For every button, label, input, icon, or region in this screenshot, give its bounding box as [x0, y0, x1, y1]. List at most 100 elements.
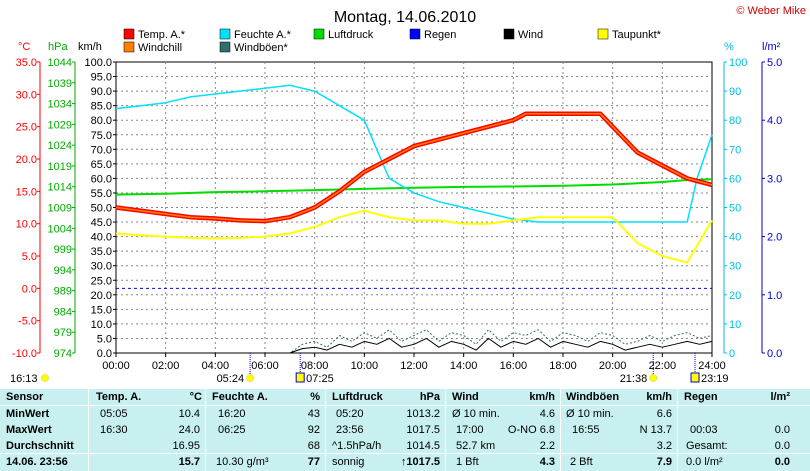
legend-swatch — [123, 28, 135, 40]
sun-time: 05:24 — [217, 373, 245, 385]
table-divider — [0, 405, 810, 406]
min-wind-value: 4.6 — [539, 408, 555, 420]
row-label-current: 14.06. 23:56 — [6, 456, 68, 468]
current-regen-value: 0.0 — [774, 456, 790, 468]
legend-swatch — [219, 28, 231, 40]
current-wind-value: 4.3 — [539, 456, 555, 468]
axis-unit-kmh: km/h — [78, 41, 102, 53]
legend-swatch — [503, 28, 515, 40]
table-header-luftdruck-unit: hPa — [419, 391, 440, 403]
axis-label-hpa: 1009 — [48, 203, 72, 215]
legend-swatch — [313, 28, 325, 40]
max-feuchte-time: 06:25 — [218, 424, 246, 436]
series-line-luftdruck — [115, 178, 713, 196]
table-header-feuchte-unit: % — [310, 391, 320, 403]
sun-left-time: 16:13 — [10, 373, 38, 385]
axis-label-kmh: 25.0 — [91, 275, 112, 287]
sun-icon — [246, 374, 254, 382]
current-abs-humidity: 10.30 g/m³ — [216, 456, 269, 468]
axis-label-hpa: 1044 — [48, 57, 72, 69]
table-header-feuchte: Feuchte A. — [212, 391, 268, 403]
x-axis-label: 14:00 — [450, 360, 478, 372]
legend-swatch — [123, 41, 135, 53]
axis-label-kmh: 50.0 — [91, 203, 112, 215]
axis-label-kmh: 35.0 — [91, 246, 112, 258]
max-wind-value: O-NO 6.8 — [507, 424, 555, 436]
x-axis-label: 12:00 — [400, 360, 428, 372]
axis-label-kmh: 100.0 — [84, 57, 112, 69]
avg-feuchte-value: 68 — [307, 440, 320, 452]
avg-wind-distance: 52.7 km — [456, 440, 496, 452]
current-boeen-bft: 2 Bft — [570, 456, 593, 468]
axis-label-kmh: 80.0 — [91, 115, 112, 127]
axis-label-kmh: 55.0 — [91, 188, 112, 200]
table-header-regen: Regen — [684, 391, 718, 403]
legend-label: Windchill — [138, 42, 182, 54]
axis-label-feuchte: 80 — [729, 115, 741, 127]
axis-label-feuchte: 70 — [729, 144, 741, 156]
max-regen-value: 0.0 — [774, 424, 790, 436]
x-axis: 00:00 02:00 04:00 06:00 08:00 10:00 12:00 14:00… — [102, 353, 726, 372]
axis-label-kmh: 15.0 — [91, 304, 112, 316]
row-label-max: MaxWert — [6, 424, 52, 436]
max-boeen-value: N 13.7 — [639, 424, 672, 436]
min-boeen-value: 6.6 — [656, 408, 672, 420]
axis-label-hpa: 1004 — [48, 223, 72, 235]
axis-label-hpa: 999 — [54, 244, 72, 256]
table-divider — [0, 388, 810, 389]
axis-label-hpa: 1029 — [48, 119, 72, 131]
min-druck-time: 05:20 — [336, 408, 364, 420]
axis-label-feuchte: 10 — [729, 319, 741, 331]
table-header-sensor: Sensor — [6, 391, 44, 403]
legend-label: Temp. A.* — [138, 29, 186, 41]
axis-label-kmh: 20.0 — [91, 290, 112, 302]
table-header-temp: Temp. A. — [96, 391, 142, 403]
axis-label-kmh: 70.0 — [91, 144, 112, 156]
avg-regen-value: 0.0 — [774, 440, 790, 452]
moon-time: 07:25 — [306, 373, 334, 385]
sun-markers: 16:13 05:24 07:25 21:38 23:19 — [10, 353, 729, 385]
axis-label-kmh: 45.0 — [91, 217, 112, 229]
max-temp-value: 24.0 — [178, 424, 200, 436]
summary-table: Sensor Temp. A. °C Feuchte A. % Luftdruc… — [0, 388, 810, 471]
table-divider — [677, 388, 678, 471]
legend-swatch — [409, 28, 421, 40]
current-boeen-value: 7.9 — [656, 456, 672, 468]
table-divider — [560, 388, 561, 471]
avg-temp-value: 16.95 — [172, 440, 200, 452]
axis-label-hpa: 1019 — [48, 161, 72, 173]
axis-unit-feuchte: % — [724, 41, 734, 53]
axis-label-feuchte: 0 — [729, 348, 735, 360]
x-axis-label: 10:00 — [351, 360, 379, 372]
avg-boeen-value: 3.2 — [656, 440, 672, 452]
axis-label-kmh: 65.0 — [91, 159, 112, 171]
table-header-boeen: Windböen — [566, 391, 620, 403]
moon-icon — [690, 372, 700, 383]
brand-label: © Weber Mike — [736, 5, 806, 17]
axis-label-feuchte: 50 — [729, 203, 741, 215]
x-axis-label: 22:00 — [649, 360, 677, 372]
row-label-min: MinWert — [6, 408, 50, 420]
axis-label-hpa: 1039 — [48, 78, 72, 90]
axis-label-regen: 5.0 — [767, 57, 782, 69]
axis-label-temp: 5.0 — [22, 251, 37, 263]
current-weather-text: sonnig — [332, 456, 365, 468]
moon-icon — [295, 372, 305, 383]
max-wind-time: 17:00 — [456, 424, 484, 436]
max-druck-time: 23:56 — [336, 424, 364, 436]
current-temp-value: 15.7 — [178, 456, 200, 468]
legend-label: Regen — [424, 29, 456, 41]
x-axis-label: 02:00 — [152, 360, 180, 372]
series-line-windchill — [115, 112, 713, 222]
legend-label: Windböen* — [234, 42, 289, 54]
axis-label-kmh: 30.0 — [91, 261, 112, 273]
series-line-feuchte — [115, 84, 713, 223]
table-divider — [205, 388, 206, 471]
axis-label-hpa: 979 — [54, 327, 72, 339]
legend-label: Wind — [518, 29, 543, 41]
max-druck-value: 1017.5 — [406, 424, 440, 436]
min-temp-time: 05:05 — [100, 408, 128, 420]
table-divider — [325, 388, 326, 471]
moon-time: 23:19 — [701, 373, 729, 385]
table-header-wind: Wind — [452, 391, 479, 403]
